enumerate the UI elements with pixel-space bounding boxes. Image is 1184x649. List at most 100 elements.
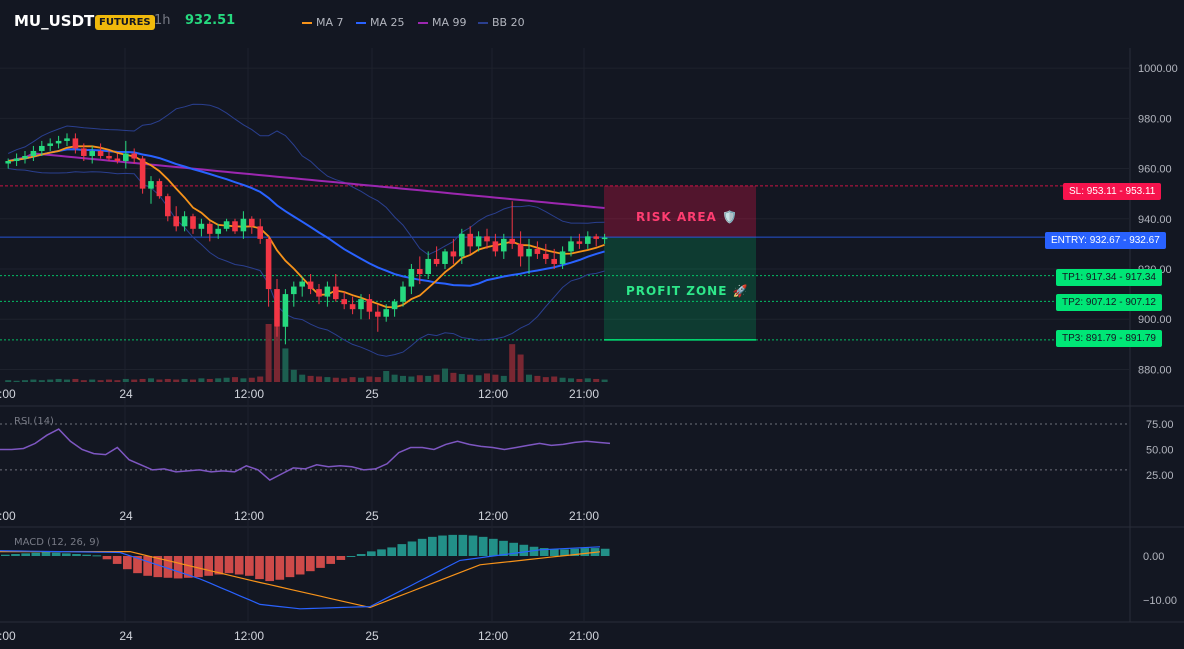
macd-histogram-bar [428,536,437,556]
volume-bar [206,378,213,382]
time-label: 2:00 [0,629,16,643]
macd-histogram-bar [397,544,407,556]
macd-title: MACD (12, 26, 9) [14,537,100,548]
volume-bar [156,379,163,382]
candle-body [375,311,381,317]
volume-bar [64,379,70,382]
macd-histogram-bar [580,548,590,556]
ma99-legend[interactable]: MA 99 [418,16,467,29]
macd-histogram-bar [112,556,122,564]
volume-bar [72,378,79,382]
symbol-name[interactable]: MU_USDT [14,12,95,30]
volume-bar [97,380,104,382]
macd-histogram-bar [11,554,20,556]
time-label: 12:00 [234,629,264,643]
time-label: 21:00 [569,509,599,523]
rsi-line [0,428,611,482]
entry-label: ENTRY: 932.67 - 932.67 [1045,232,1166,249]
volume-bar [148,378,154,382]
candle-body [81,148,87,156]
volume-bar [215,378,222,382]
volume-bar [341,378,348,382]
ma99-label: MA 99 [432,16,467,29]
macd-histogram-bar [245,556,254,576]
macd-histogram-bar [387,547,396,556]
candle-body [207,223,213,234]
ma25-legend[interactable]: MA 25 [356,16,405,29]
price-tick-label: 1000.00 [1138,63,1178,75]
candle-body [22,155,28,159]
axes: 1000.00980.00960.00940.00920.00900.00880… [0,63,1178,643]
macd-histogram-bar [468,535,478,556]
candle-body [5,161,11,164]
macd-histogram-bar [82,554,91,556]
time-label: 12:00 [478,387,508,401]
macd-line [0,546,601,610]
volume-bar [257,376,264,382]
candle-body [475,236,482,247]
candle-body [165,196,171,217]
volume-bar [47,379,54,382]
grid-lines [0,48,1184,623]
bollinger-bands [7,103,605,357]
ma7-label: MA 7 [316,16,344,29]
candle-body [543,253,549,259]
volume-bar [416,375,423,382]
volume-bar [198,378,205,382]
candle-body [291,286,297,295]
volume-bars [5,324,608,382]
volume-bar [358,377,364,382]
candle-body [459,233,465,257]
candle-body [593,236,599,239]
volume-bar [223,377,230,382]
risk-area-zone [604,185,756,238]
rsi-pane [0,423,1130,482]
candle-body [324,286,331,297]
ma25-swatch [356,21,366,24]
macd-histogram-bar [224,556,234,574]
volume-bar [366,376,373,382]
candle-body [509,238,515,244]
macd-histogram-bar [560,549,569,556]
macd-histogram-bar [346,556,356,557]
volume-bar [458,374,465,382]
time-label: 25 [365,387,379,401]
time-label: 12:00 [478,509,508,523]
candle-body [30,150,37,156]
time-label: 24 [119,509,133,523]
macd-histogram-bar [163,556,173,578]
macd-histogram-bar [265,556,274,582]
candles [5,133,608,345]
volume-bar [559,377,566,382]
bb20-legend[interactable]: BB 20 [478,16,525,29]
macd-histogram-bar [41,552,51,556]
timeframe-label[interactable]: 1h [154,13,171,28]
volume-bar [374,377,381,382]
candle-body [601,237,608,240]
volume-bar [383,371,390,382]
volume-bar [517,354,524,382]
macd-histogram-bar [519,544,529,556]
ma7-legend[interactable]: MA 7 [302,16,344,29]
candle-body [433,258,440,264]
risk-area-label: RISK AREA 🛡️ [636,210,738,224]
volume-bar [114,380,121,382]
candle-body [425,258,431,275]
macd-histogram-bar [234,556,244,575]
price-tick-label: 980.00 [1138,113,1172,125]
volume-bar [526,374,532,382]
profit-zone [604,237,756,340]
candle-body [467,233,473,247]
ma25-line [8,148,605,287]
volume-bar [534,375,541,382]
candle-body [559,251,566,264]
time-label: 24 [119,387,133,401]
futures-badge: FUTURES [95,15,155,30]
macd-histogram-bar [489,538,498,556]
volume-bar [240,378,247,382]
volume-bar [500,375,507,382]
volume-bar [433,374,440,382]
macd-histogram-bar [51,552,61,556]
macd-histogram-bar [417,538,427,556]
